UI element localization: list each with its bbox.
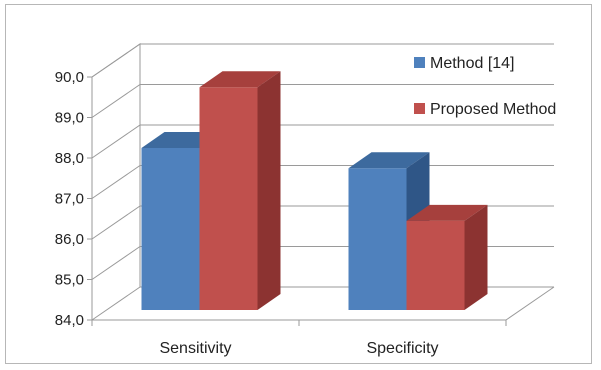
legend-label: Proposed Method (430, 101, 556, 118)
y-tick-label: 88,0 (55, 150, 84, 167)
bar-chart: 84,0 85,0 86,0 87,0 88,0 89,0 90,0 Sensitivity… (55, 43, 556, 357)
y-axis-ticks: 84,0 85,0 86,0 87,0 88,0 89,0 90,0 (55, 69, 507, 329)
bar-0-1-front (348, 168, 407, 310)
bar-1-1-side (464, 204, 488, 310)
legend-label: Method [14] (430, 55, 515, 72)
bar-0-0-front (141, 148, 200, 310)
gridline (91, 84, 554, 118)
gridline (91, 43, 554, 78)
bar-1-1-front (406, 220, 465, 310)
bar-1-0-top (199, 71, 281, 88)
legend: Method [14] Proposed Method (414, 55, 556, 118)
legend-swatch (414, 57, 425, 68)
y-tick-label: 87,0 (55, 191, 84, 208)
bar-1-0-front (199, 87, 258, 310)
bar-0-1-top (348, 152, 430, 169)
bar-1-1-top (406, 204, 488, 221)
bar-1-0-side (257, 71, 281, 310)
y-tick-label: 85,0 (55, 272, 84, 289)
legend-swatch (414, 103, 425, 114)
y-tick-label: 86,0 (55, 231, 84, 248)
y-tick-label: 90,0 (55, 69, 84, 86)
category-label: Specificity (366, 340, 438, 357)
category-label: Sensitivity (159, 340, 231, 357)
y-tick-label: 84,0 (55, 312, 84, 329)
y-tick-label: 89,0 (55, 110, 84, 127)
chart-frame: 84,0 85,0 86,0 87,0 88,0 89,0 90,0 Sensitivity… (5, 4, 592, 364)
gridline (91, 124, 554, 159)
bars (141, 71, 488, 310)
x-axis-categories: Sensitivity Specificity (159, 340, 438, 357)
